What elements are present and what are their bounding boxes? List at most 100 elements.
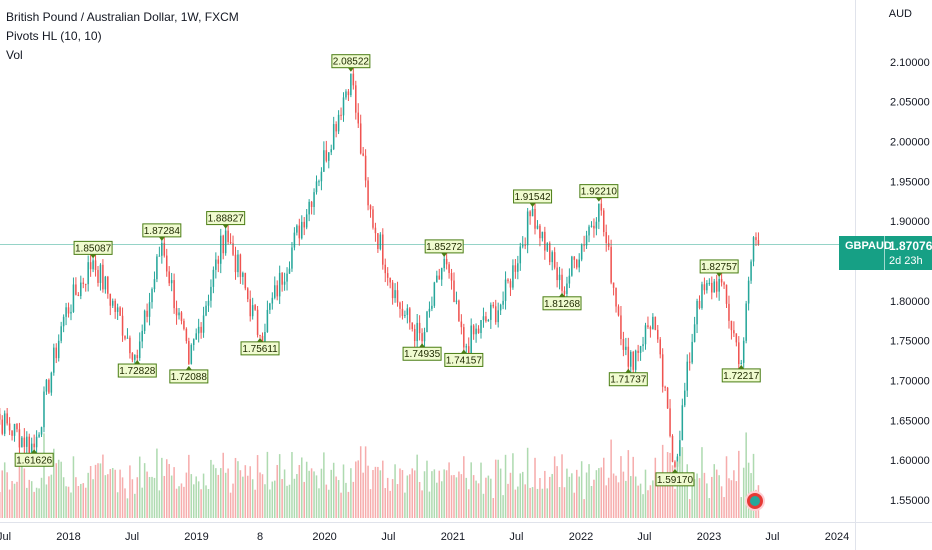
pivot-box — [169, 369, 209, 384]
volume-bar — [210, 459, 212, 518]
y-tick-label: 1.60000 — [890, 455, 930, 467]
pivot-value: 1.72217 — [723, 371, 760, 382]
volume-bar — [578, 476, 580, 518]
candle-body — [386, 273, 389, 278]
volume-bar — [644, 469, 647, 518]
volume-bar — [698, 478, 701, 518]
candle-body — [357, 112, 360, 124]
indicator-label[interactable]: Pivots HL (10, 10) — [6, 29, 102, 43]
candle-body — [740, 362, 743, 365]
volume-bar — [598, 468, 600, 518]
volume-bar — [531, 487, 534, 518]
candle-body — [382, 234, 384, 265]
volume-bar — [308, 470, 310, 518]
candle-body — [399, 302, 401, 309]
candle-body — [332, 124, 335, 150]
volume-bar — [119, 469, 121, 518]
volume-bar — [357, 460, 360, 518]
pivot-value: 1.87284 — [144, 226, 181, 237]
volume-bar — [278, 454, 281, 518]
volume-bar — [249, 466, 251, 518]
candle-body — [325, 150, 328, 161]
volume-bar — [183, 486, 185, 518]
volume-bar — [630, 476, 632, 518]
volume-bar — [372, 470, 374, 518]
candle-body — [50, 372, 53, 393]
volume-bar — [293, 478, 296, 518]
volume-bar — [138, 456, 141, 518]
candle-body — [185, 328, 188, 342]
candle-body — [124, 335, 126, 339]
pivot-pointer — [185, 365, 192, 370]
candle-body — [568, 275, 571, 284]
candle-body — [406, 308, 409, 315]
chart-legend: British Pound / Australian Dollar, 1W, F… — [6, 8, 239, 65]
candle-body — [16, 423, 18, 430]
volume-bar — [605, 485, 607, 518]
x-tick-label: Jul — [381, 531, 395, 543]
candle-body — [418, 322, 421, 334]
candle-body — [580, 244, 583, 260]
candle-body — [612, 282, 615, 288]
candle-body — [632, 351, 634, 370]
volume-bar — [11, 480, 13, 518]
candle-body — [445, 258, 448, 265]
volume-bar — [416, 454, 418, 518]
volume-bar — [679, 455, 681, 518]
candle-body — [48, 379, 50, 393]
candle-body — [345, 91, 347, 98]
candle-body — [119, 307, 121, 316]
pivot-box — [513, 189, 553, 204]
candle-body — [163, 242, 166, 256]
volume-bar — [55, 463, 58, 518]
candle-body — [219, 235, 222, 264]
volume-bar — [192, 484, 195, 518]
candle-body — [738, 342, 740, 365]
candle-body — [53, 347, 55, 373]
volume-bar — [575, 469, 578, 518]
candle-body — [161, 242, 163, 256]
volume-bar — [374, 466, 377, 518]
candle-body — [622, 339, 625, 350]
volume-bar — [148, 477, 151, 518]
volume-bar — [178, 486, 180, 518]
volume-bar — [222, 452, 224, 518]
candle-body — [453, 280, 455, 302]
candle-body — [315, 181, 318, 193]
volume-bar — [111, 468, 114, 518]
volume-bar — [703, 472, 706, 518]
candle-body — [752, 237, 755, 262]
volume-bar — [524, 484, 526, 518]
pivot-label-low: 1.81268 — [542, 292, 582, 311]
volume-bar — [396, 484, 399, 518]
volume-bar — [509, 472, 512, 518]
volume-bar — [97, 463, 99, 518]
pivot-pointer — [134, 360, 141, 365]
candle-body — [323, 150, 325, 172]
candle-body — [431, 305, 433, 309]
candle-body — [517, 263, 519, 272]
pivot-box — [240, 341, 280, 356]
candle-body — [733, 330, 735, 334]
y-tick-label: 1.75000 — [890, 336, 930, 348]
volume-bar — [82, 483, 85, 518]
candle-body — [465, 346, 468, 348]
volume-bar — [283, 469, 286, 518]
pivot-label-high: 1.85087 — [73, 240, 113, 259]
pivot-value: 1.88827 — [208, 214, 245, 225]
volume-label[interactable]: Vol — [6, 48, 23, 62]
volume-bar — [595, 470, 598, 518]
volume-bar — [742, 467, 745, 518]
volume-bar — [200, 489, 202, 518]
volume-bar — [104, 475, 107, 518]
australia-flag-icon[interactable] — [745, 491, 765, 511]
candle-body — [89, 262, 92, 270]
candle-body — [548, 243, 551, 263]
symbol-title[interactable]: British Pound / Australian Dollar, 1W, F… — [6, 10, 239, 24]
volume-bar — [337, 480, 340, 518]
volume-bar — [642, 494, 644, 518]
candle-body — [94, 260, 97, 270]
candle-body — [239, 254, 242, 277]
volume-bar — [470, 462, 472, 518]
